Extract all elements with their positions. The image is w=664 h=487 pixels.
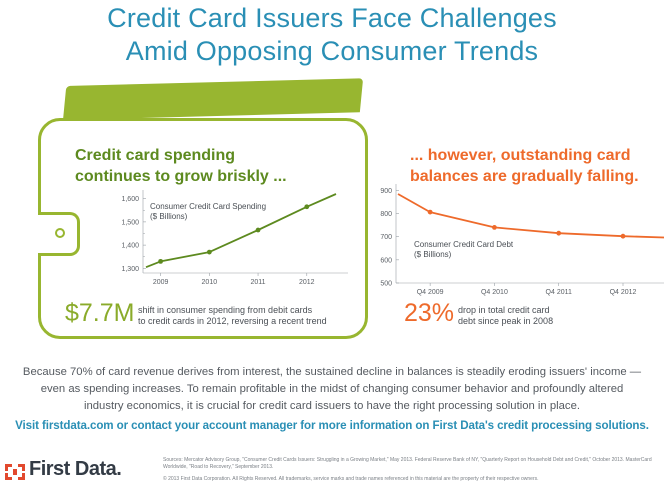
debt-drop-note-line-2: debt since peak in 2008: [458, 316, 554, 326]
left-heading: Credit card spending continues to grow b…: [75, 145, 335, 187]
y-tick-label: 1,400: [121, 243, 139, 250]
spending-shift-note: shift in consumer spending from debit ca…: [138, 305, 338, 327]
y-tick-label: 700: [380, 234, 392, 241]
wallet-flap: [63, 78, 364, 120]
right-heading-line-1: ... however, outstanding card: [410, 147, 631, 164]
x-tick-label: 2012: [299, 279, 315, 286]
left-heading-line-1: Credit card spending: [75, 147, 236, 164]
x-tick-label: 2011: [251, 279, 266, 286]
data-point: [492, 224, 497, 230]
data-point: [255, 227, 261, 233]
debt-drop-stat: 23%: [404, 299, 455, 327]
body-line-3: industry economics, it is crucial for cr…: [83, 400, 581, 412]
series-line: [397, 193, 664, 239]
debt-chart: 500 600 700 800 900 Q4 2009 Q4 2010 Q4 2011 Q4 2…: [380, 184, 664, 296]
y-tick-label: 800: [380, 211, 392, 218]
x-tick-label: Q4 2010: [481, 289, 508, 296]
title-line-2: Amid Opposing Consumer Trends: [125, 36, 539, 66]
chart-label-line-2: ($ Billions): [150, 212, 188, 221]
data-point: [556, 230, 562, 236]
right-heading-line-2: balances are gradually falling.: [410, 168, 639, 185]
spending-shift-note-line-2: to credit cards in 2012, reversing a rec…: [138, 316, 327, 326]
data-point: [304, 204, 310, 210]
first-data-logo-icon: [5, 464, 25, 480]
y-tick-label: 1,500: [121, 219, 139, 226]
x-tick-label: 2010: [202, 279, 218, 286]
wallet-clasp-button: [55, 228, 65, 238]
x-tick-label: 2009: [153, 279, 169, 286]
wallet-body: [38, 118, 368, 339]
call-to-action: Visit firstdata.com or contact your acco…: [15, 419, 649, 432]
x-tick-label: Q4 2009: [417, 289, 444, 296]
data-point: [427, 209, 433, 215]
left-heading-line-2: continues to grow briskly ...: [75, 168, 287, 185]
sources-note: Sources: Mercator Advisory Group, "Consu…: [163, 457, 652, 470]
chart-label-line-1: Consumer Credit Card Spending: [150, 202, 266, 211]
y-tick-label: 1,600: [121, 196, 139, 203]
body-line-2: even as spending increases. To remain pr…: [40, 383, 624, 395]
chart-label-line-1: Consumer Credit Card Debt: [414, 240, 514, 249]
spending-chart: 1,300 1,400 1,500 1,600 2009 2010 2011 2012 Cons…: [121, 190, 348, 286]
debt-drop-note: drop in total credit card debt since pea…: [458, 305, 608, 327]
spending-shift-stat: $7.7M: [65, 299, 135, 327]
chart-label-line-2: ($ Billions): [414, 250, 452, 259]
debt-drop-note-line-1: drop in total credit card: [458, 305, 550, 315]
title-line-1: Credit Card Issuers Face Challenges: [107, 3, 557, 33]
y-tick-label: 500: [380, 281, 392, 288]
x-tick-label: Q4 2011: [546, 289, 572, 296]
y-tick-label: 900: [380, 188, 392, 195]
data-point: [206, 249, 212, 255]
data-point: [158, 258, 164, 264]
body-line-1: Because 70% of card revenue derives from…: [22, 366, 642, 378]
y-tick-label: 600: [380, 257, 392, 264]
y-tick-label: 1,300: [121, 266, 139, 273]
copyright-note: © 2013 First Data Corporation. All Right…: [163, 476, 539, 482]
right-heading: ... however, outstanding card balances a…: [410, 145, 664, 187]
x-tick-label: Q4 2012: [610, 289, 637, 296]
first-data-logo-text: First Data.: [29, 458, 122, 480]
series-line: [145, 193, 337, 269]
data-point: [620, 233, 626, 239]
body-paragraph: Because 70% of card revenue derives from…: [10, 364, 654, 415]
spending-shift-note-line-1: shift in consumer spending from debit ca…: [138, 305, 313, 315]
